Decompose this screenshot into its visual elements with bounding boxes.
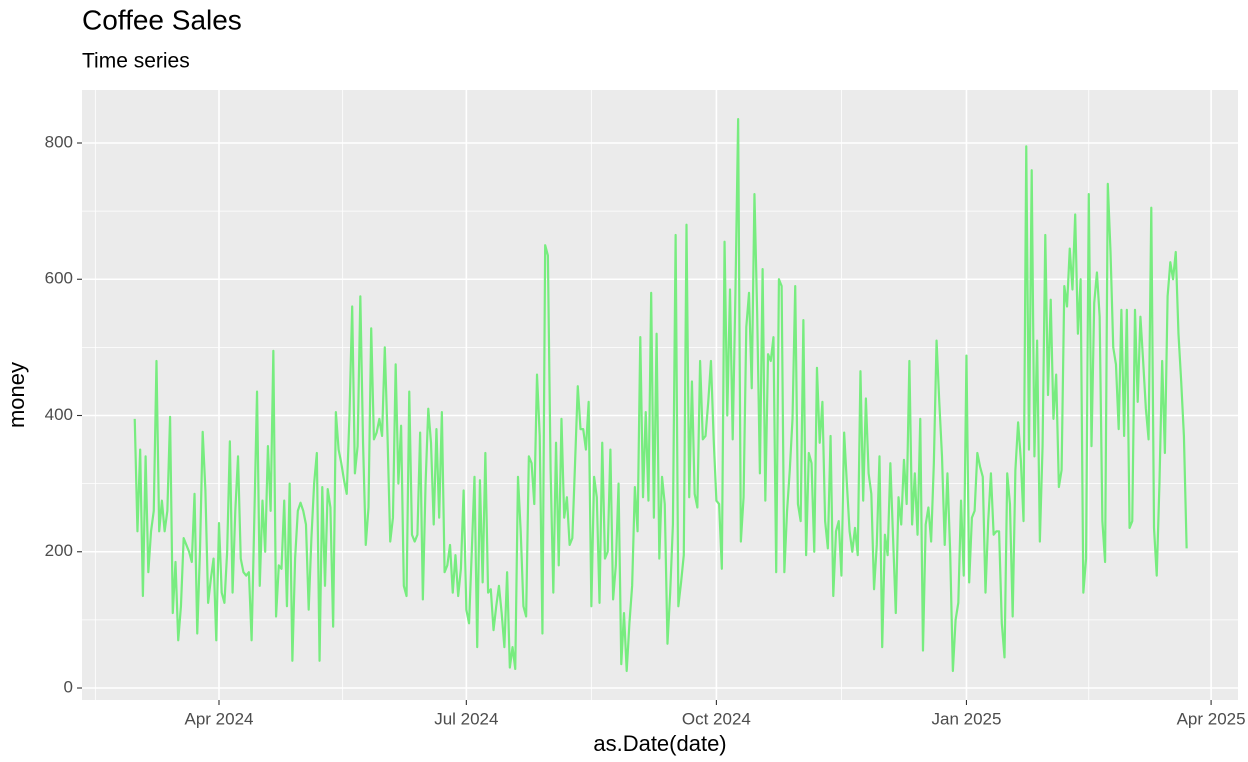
axes: 0 200 400 600 800 Apr 2024 Jul 2024 Oct 2024 Jan…	[45, 132, 1246, 728]
x-tick-label: Jul 2024	[434, 709, 498, 728]
x-tick-label: Oct 2024	[682, 709, 751, 728]
panel-background	[82, 90, 1238, 700]
y-tick-label: 600	[45, 269, 73, 288]
plot-area	[133, 118, 1188, 673]
data-line	[133, 118, 1188, 673]
x-tick-label: Apr 2025	[1177, 709, 1246, 728]
y-tick-label: 0	[64, 677, 73, 696]
y-tick-label: 400	[45, 405, 73, 424]
x-tick-label: Apr 2024	[184, 709, 253, 728]
y-tick-label: 800	[45, 132, 73, 151]
chart-subtitle: Time series	[82, 50, 190, 73]
x-tick-label: Jan 2025	[931, 709, 1001, 728]
chart-title: Coffee Sales	[82, 4, 242, 35]
x-axis-title: as.Date(date)	[593, 731, 726, 756]
y-axis-title: money	[4, 362, 29, 428]
y-tick-label: 200	[45, 541, 73, 560]
